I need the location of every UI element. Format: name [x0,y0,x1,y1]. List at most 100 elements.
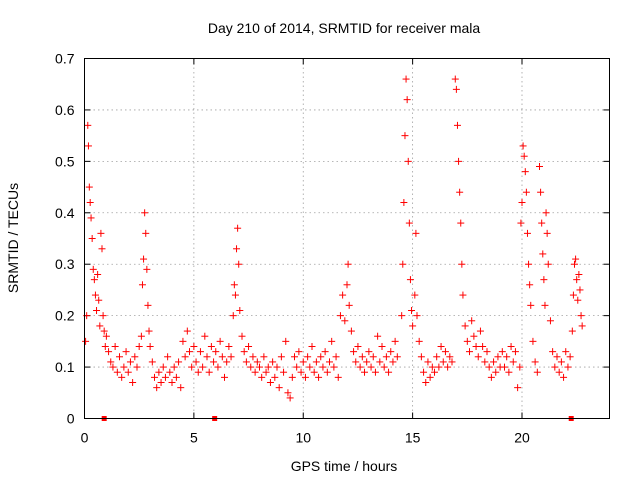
data-point [328,337,336,345]
data-point [227,353,235,361]
data-point [236,307,244,314]
data-point [459,291,467,299]
data-point [122,348,130,356]
data-point [356,363,364,371]
axis-ticks: 0 0.1 0.2 0.3 0.4 0.5 0.6 0.7 0 5 10 15 20 [55,51,610,446]
data-point [299,358,307,366]
data-point [577,312,585,320]
data-point [564,363,572,371]
data-point [323,368,331,376]
data-point [116,353,123,361]
data-point [181,353,189,361]
data-point [399,260,407,268]
data-point [273,363,281,371]
data-point [225,343,233,350]
data-point [140,255,148,263]
data-point [487,373,495,381]
data-point [533,368,541,376]
data-point [557,358,565,366]
data-point [293,363,301,371]
data-point [145,327,153,335]
data-point [94,271,102,278]
data-point [571,260,578,268]
data-point [382,353,390,361]
data-point [569,291,577,299]
data-point [551,363,559,371]
data-point [269,358,277,366]
data-point [339,291,347,299]
data-point [446,353,454,361]
data-point [235,260,243,268]
data-point [374,332,382,340]
data-point [266,379,274,386]
data-point [509,358,517,366]
data-point [131,353,139,361]
data-point [516,363,524,371]
data-point [398,312,406,320]
data-point [88,235,96,242]
data-point [358,353,366,361]
data-point [336,312,344,320]
data-point [539,250,547,258]
data-point [568,327,576,335]
data-point [295,348,303,356]
data-point [415,337,423,345]
data-point [194,368,202,376]
y-tick-label: 0.5 [55,153,75,169]
data-point [91,291,99,299]
data-point [172,373,180,381]
data-point [470,332,478,340]
data-point [378,343,386,350]
data-point [133,363,141,371]
data-point [161,373,169,381]
data-point [308,343,316,350]
data-point [553,353,561,361]
data-point [525,260,533,268]
data-point [85,183,93,191]
data-point [245,343,253,350]
data-point [549,348,557,356]
x-tick-label: 20 [514,430,530,446]
data-point [230,281,238,289]
data-point [575,271,583,278]
data-point [519,142,527,150]
data-point [186,348,193,356]
data-point [538,219,546,227]
data-point [100,327,108,335]
data-point [457,219,465,227]
data-point [537,188,545,196]
data-point [456,188,464,196]
data-point [301,373,309,381]
data-point [371,368,379,376]
data-point [177,384,185,392]
data-point [210,358,218,366]
data-point [223,358,231,366]
data-point [260,353,268,361]
data-point [453,121,461,129]
data-point [129,379,137,386]
data-point [485,363,493,371]
data-point [463,337,471,345]
x-tick-label: 15 [405,430,421,446]
data-point [439,358,447,366]
data-point [218,353,226,361]
data-point [212,348,220,356]
data-point [402,75,410,83]
data-point [476,327,484,335]
data-point [258,373,266,381]
data-point [555,368,563,376]
data-point [282,337,290,345]
data-point [531,358,539,366]
data-point [424,358,432,366]
data-point [221,373,228,381]
data-point [118,373,126,381]
data-point [306,363,314,371]
data-point [544,260,552,268]
data-point [574,296,582,304]
data-point [157,379,165,386]
data-point [207,343,215,350]
data-point [137,332,145,340]
plot-frame [84,58,610,419]
data-point [498,348,506,356]
data-point [522,188,530,196]
